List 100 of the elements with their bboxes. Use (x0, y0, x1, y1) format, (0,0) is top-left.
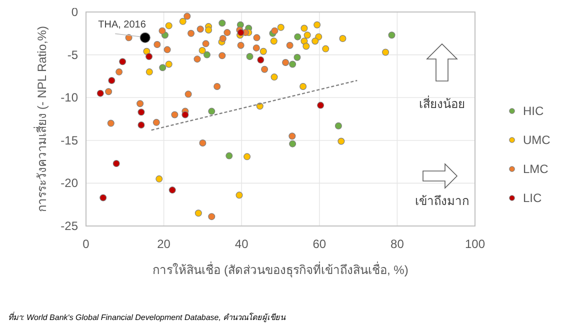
point (112, 160, 120, 168)
point (138, 121, 145, 128)
point (171, 111, 178, 118)
point (107, 120, 114, 127)
point (317, 102, 324, 109)
point (146, 68, 153, 76)
point (300, 24, 308, 32)
point (294, 54, 301, 61)
point (261, 66, 268, 73)
point (270, 74, 278, 81)
y-tick-label: -15 (60, 133, 78, 148)
point (304, 32, 311, 39)
point (188, 30, 195, 37)
point (198, 47, 206, 54)
y-axis-title: การระวังความเสี่ยง (- NPL Ratio,%) (33, 26, 49, 212)
legend-label: LMC (523, 162, 549, 176)
point (152, 118, 160, 126)
point (312, 38, 319, 45)
point (202, 40, 210, 48)
point (165, 60, 172, 68)
legend-label: HIC (523, 104, 544, 118)
x-tick-label: 100 (464, 237, 486, 251)
point (257, 56, 264, 64)
point (179, 18, 186, 25)
y-tick-label: -5 (67, 48, 78, 62)
point (164, 46, 171, 54)
point (252, 44, 260, 52)
point (288, 132, 296, 140)
text: ที่มา: World Bank's Global Financial Development Database, คำนวณโดยผู้เขียน (8, 311, 286, 323)
point (260, 48, 267, 55)
point (184, 12, 191, 20)
point (277, 24, 284, 31)
point (339, 35, 346, 42)
point (289, 140, 296, 148)
point (205, 26, 212, 34)
x-tick-label: 40 (234, 237, 249, 251)
point (146, 53, 153, 60)
point (271, 27, 278, 34)
x-tick-label: 80 (390, 237, 404, 251)
point (156, 175, 163, 182)
point (138, 108, 145, 116)
point (116, 68, 123, 76)
point (253, 34, 260, 42)
point (382, 48, 390, 56)
legend-label: LIC (523, 191, 542, 205)
point (218, 20, 226, 27)
x-tick-label: 0 (82, 237, 90, 251)
point (168, 186, 176, 194)
point (282, 59, 290, 66)
point (96, 90, 104, 97)
point (314, 21, 321, 28)
point (136, 100, 144, 108)
x-tick-label: 60 (312, 237, 326, 251)
point (236, 192, 243, 199)
point (154, 41, 161, 48)
point (182, 111, 189, 118)
annotation: เข้าถึงมาก (415, 194, 469, 208)
point (119, 58, 126, 66)
point (226, 152, 233, 160)
point (302, 42, 310, 50)
point (203, 51, 210, 58)
point (208, 108, 216, 115)
point (100, 194, 107, 202)
point (246, 53, 254, 60)
point (322, 45, 330, 52)
point (244, 153, 251, 160)
point (199, 139, 206, 146)
point (338, 138, 345, 145)
point (194, 56, 201, 63)
point (194, 210, 202, 217)
x-tick-label: 20 (157, 237, 171, 251)
y-tick-label: -10 (60, 90, 78, 105)
point (334, 122, 342, 130)
point (105, 88, 112, 96)
point (159, 64, 166, 72)
point (165, 22, 172, 30)
point (270, 38, 278, 45)
annotation: THA, 2016 (98, 20, 146, 31)
y-tick-label: -25 (60, 219, 78, 233)
point (286, 42, 294, 49)
y-tick-label: -20 (60, 176, 78, 190)
point (388, 32, 396, 39)
point (237, 29, 244, 36)
point (294, 33, 302, 40)
x-axis-title: การให้สินเชื่อ (สัดส่วนของธุรกิจที่เข้าถึงสินเชื่อ, %) (152, 261, 408, 278)
point (184, 90, 192, 98)
point (289, 60, 296, 68)
point (224, 29, 231, 36)
point (214, 82, 221, 90)
point (208, 213, 216, 220)
point (158, 27, 166, 34)
point (219, 35, 226, 42)
point (237, 42, 244, 49)
point (196, 26, 204, 33)
point (300, 82, 307, 90)
legend-label: UMC (523, 133, 551, 147)
annotation: เสี่ยงน้อย (419, 95, 465, 111)
point (140, 32, 150, 43)
point (218, 52, 226, 60)
point (108, 76, 116, 84)
